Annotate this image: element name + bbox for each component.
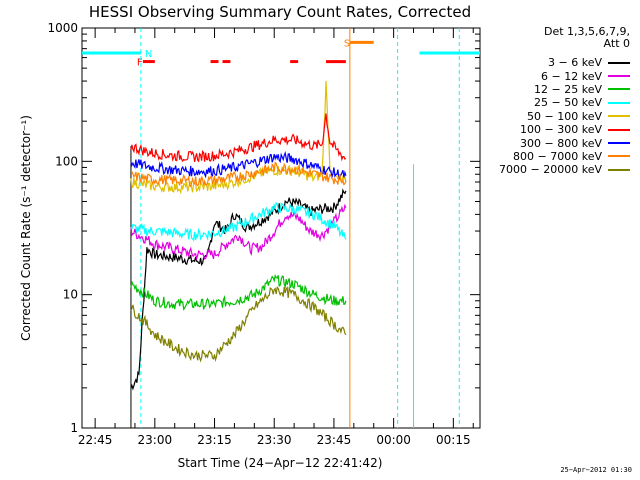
series-line-7: [130, 150, 347, 182]
series-line-6: [130, 113, 347, 163]
legend-label: 300 − 800 keV: [520, 136, 602, 150]
legend-label: 800 − 7000 keV: [513, 149, 602, 163]
legend-swatch: [608, 75, 630, 78]
legend-label: 100 − 300 keV: [520, 123, 602, 137]
legend: Det 1,3,5,6,7,9, Att 0 3 − 6 keV 6 − 12 …: [478, 26, 630, 177]
legend-entry: 6 − 12 keV: [478, 69, 630, 83]
legend-label: 3 − 6 keV: [548, 56, 602, 70]
x-tick-label: 00:00: [376, 433, 411, 447]
footer-timestamp: 25−Apr−2012 01:30: [560, 466, 632, 474]
legend-entry: 800 − 7000 keV: [478, 150, 630, 163]
y-tick-label: 100: [55, 154, 78, 168]
y-tick-label: 1: [70, 421, 78, 435]
x-tick-label: 22:45: [78, 433, 113, 447]
series-line-3: [130, 273, 347, 311]
legend-title-line-1: Det 1,3,5,6,7,9,: [543, 25, 630, 38]
legend-title-line-2: Att 0: [603, 37, 630, 50]
legend-swatch: [608, 88, 630, 91]
plot-area: 1 10 100 1000 22:45 23:00 23:15 23:30 23:45 00:00…: [47, 21, 481, 447]
series-line-4: [130, 201, 347, 242]
x-axis-label: Start Time (24−Apr−12 22:41:42): [178, 456, 383, 470]
series-line-2: [130, 203, 347, 261]
x-tick-label: 23:45: [317, 433, 352, 447]
legend-entry: 25 − 50 keV: [478, 96, 630, 109]
legend-entry: 12 − 25 keV: [478, 83, 630, 96]
series-line-8: [131, 161, 347, 188]
legend-entry: 7000 − 20000 keV: [478, 163, 630, 176]
x-tick-label: 23:30: [257, 433, 292, 447]
legend-label: 7000 − 20000 keV: [499, 163, 602, 177]
flag-label: F: [137, 58, 143, 69]
y-axis-label: Corrected Count Rate (s⁻¹ detector⁻¹): [19, 115, 33, 341]
series-line-5: [130, 80, 347, 195]
x-tick-label: 23:00: [138, 433, 173, 447]
legend-entry: 100 − 300 keV: [478, 123, 630, 136]
chart-title: HESSI Observing Summary Count Rates, Cor…: [89, 3, 471, 21]
x-tick-label: 23:15: [197, 433, 232, 447]
legend-label: 12 − 25 keV: [534, 82, 602, 96]
legend-swatch: [608, 115, 630, 118]
legend-swatch: [608, 61, 630, 64]
series-line-9: [130, 285, 347, 363]
flag-label: S: [344, 38, 350, 49]
legend-entry: 3 − 6 keV: [478, 56, 630, 69]
legend-swatch: [608, 155, 630, 158]
legend-entry: 300 − 800 keV: [478, 136, 630, 150]
legend-label: 50 − 100 keV: [527, 109, 602, 123]
y-tick-label: 10: [63, 288, 78, 302]
legend-label: 6 − 12 keV: [541, 69, 602, 83]
legend-swatch: [608, 142, 630, 145]
x-tick-label: 00:15: [436, 433, 471, 447]
y-tick-label: 1000: [47, 21, 78, 35]
legend-label: 25 − 50 keV: [534, 96, 602, 110]
legend-swatch: [608, 101, 630, 104]
legend-swatch: [608, 128, 630, 131]
plot-frame: [81, 27, 481, 429]
legend-swatch: [608, 168, 630, 171]
legend-entry: 50 − 100 keV: [478, 110, 630, 123]
flag-label: N: [145, 49, 152, 60]
